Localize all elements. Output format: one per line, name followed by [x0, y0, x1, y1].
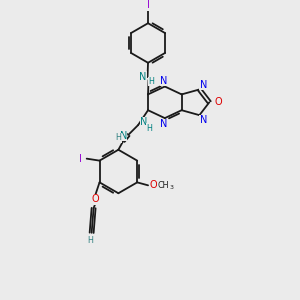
Text: N: N [140, 72, 147, 82]
Text: H: H [148, 77, 154, 86]
Text: CH: CH [157, 181, 169, 190]
Text: 3: 3 [170, 185, 174, 190]
Text: I: I [147, 0, 149, 11]
Text: N: N [200, 80, 207, 89]
Text: H: H [116, 134, 121, 142]
Text: I: I [79, 154, 82, 164]
Text: N: N [160, 76, 167, 85]
Text: N: N [160, 119, 167, 129]
Text: H: H [146, 124, 152, 133]
Text: O: O [149, 180, 157, 190]
Text: N: N [140, 117, 148, 127]
Text: H: H [88, 236, 94, 245]
Text: O: O [92, 194, 99, 204]
Text: N: N [120, 131, 127, 141]
Text: N: N [200, 115, 207, 125]
Text: O: O [214, 97, 222, 107]
